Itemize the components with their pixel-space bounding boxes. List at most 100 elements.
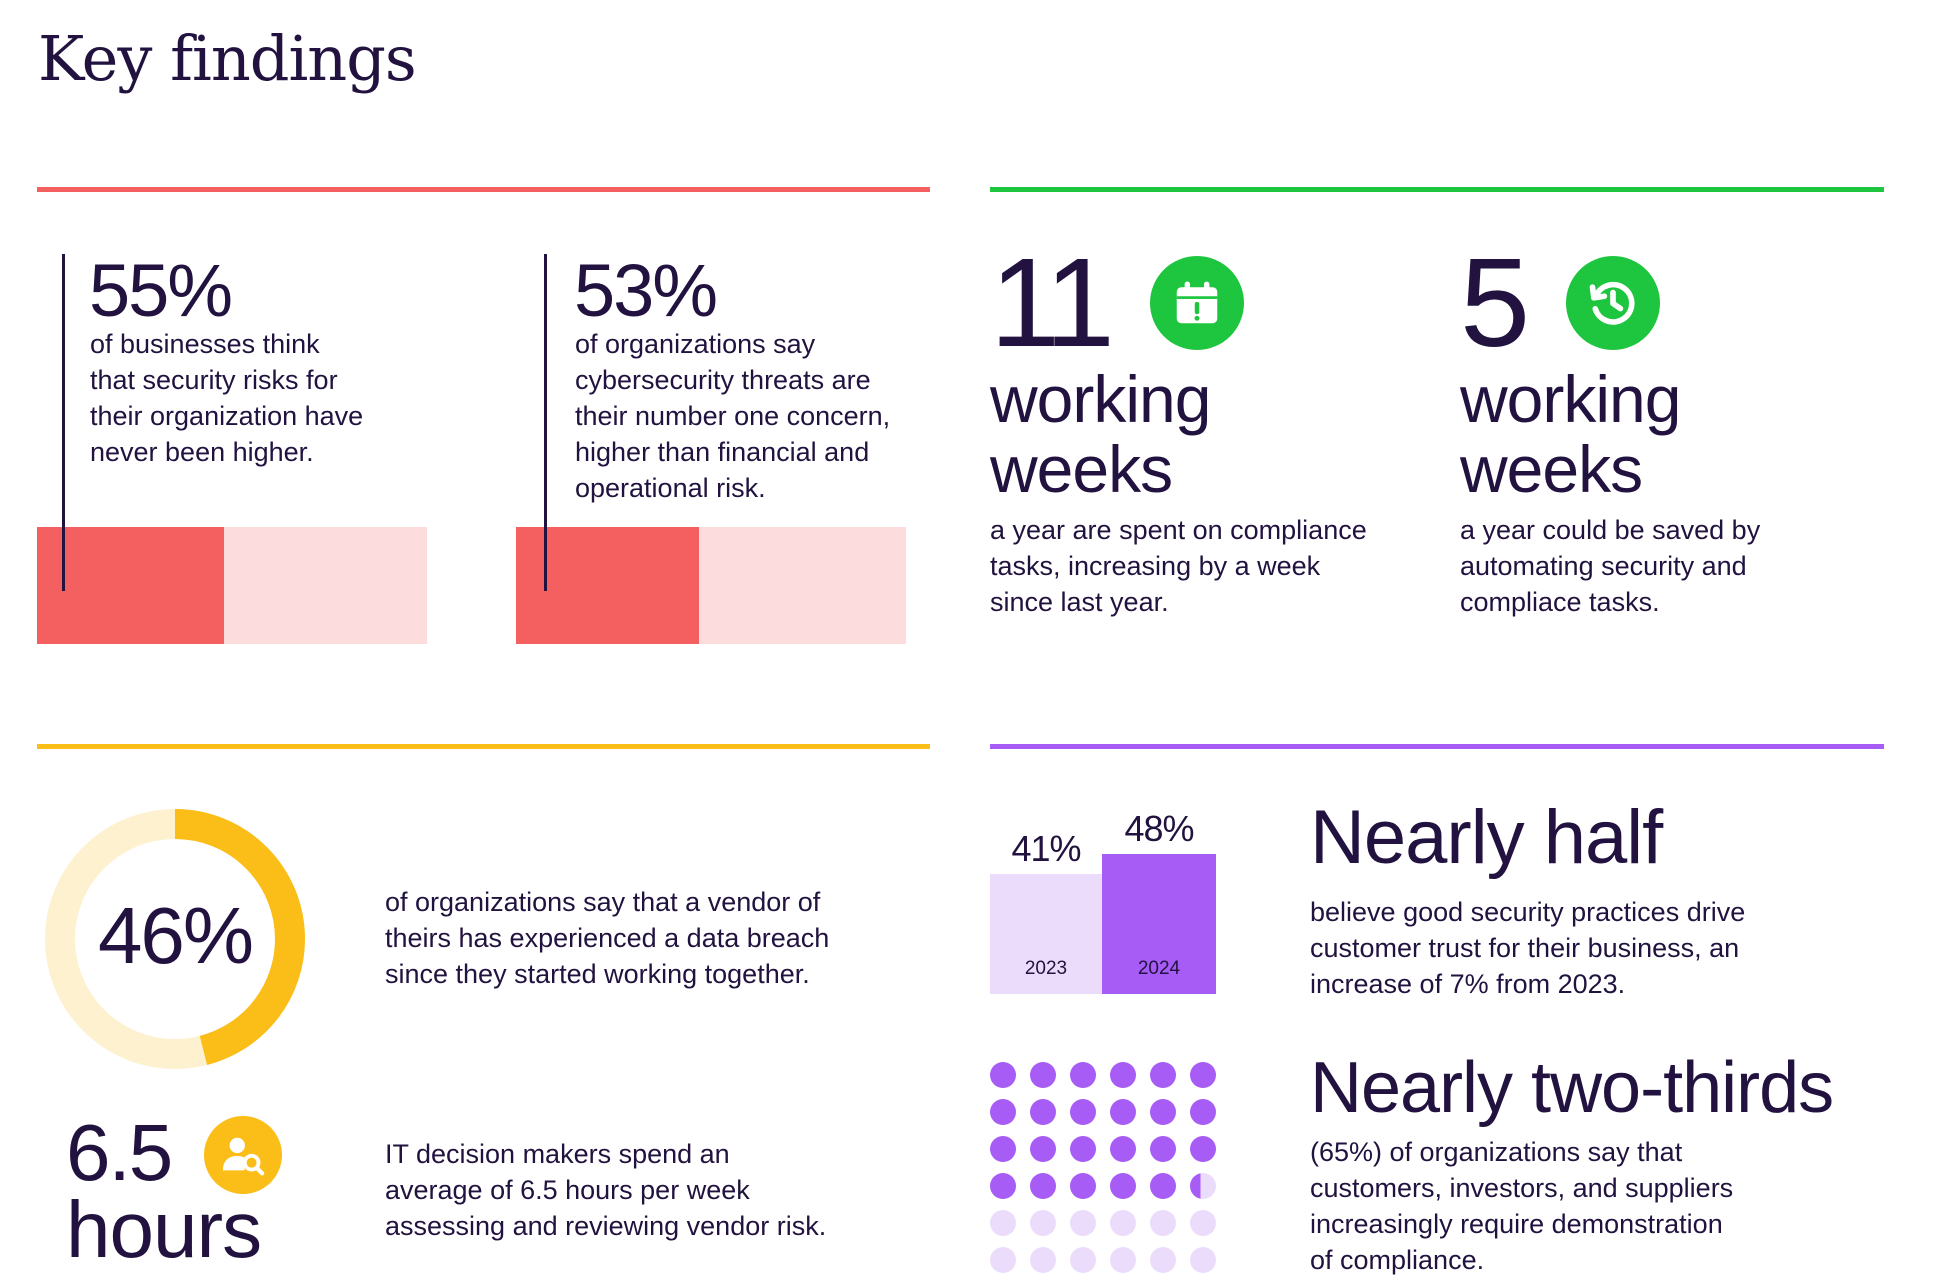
dot [1030, 1247, 1056, 1273]
text-line: of organizations say that a vendor of [385, 887, 821, 917]
user-search-icon [204, 1116, 282, 1194]
dot [1150, 1173, 1176, 1199]
bar-2023 [990, 874, 1102, 994]
two-thirds-dot-grid [990, 1062, 1216, 1274]
dot [1030, 1173, 1056, 1199]
history-clock-icon [1566, 256, 1660, 350]
stat-53-block: 53% of organizations say cybersecurity t… [516, 254, 906, 644]
text-line: increasingly require demonstration [1310, 1209, 1723, 1239]
text-line: automating security and [1460, 551, 1747, 581]
dot [1030, 1210, 1056, 1236]
dot [990, 1173, 1016, 1199]
two-thirds-text: (65%) of organizations say that customer… [1310, 1134, 1733, 1278]
dot [1190, 1173, 1216, 1199]
two-thirds-heading: Nearly two-thirds [1310, 1048, 1834, 1128]
stat-55-block: 55% of businesses think that security ri… [37, 254, 427, 644]
text-line: (65%) of organizations say that [1310, 1137, 1683, 1167]
text-line: compliace tasks. [1460, 587, 1660, 617]
stat-11-value: 11 [990, 232, 1115, 373]
text-line: of organizations say [575, 329, 816, 359]
stat-hours-text: IT decision makers spend an average of 6… [385, 1136, 826, 1244]
nearly-half-heading: Nearly half [1310, 795, 1663, 880]
section-rule-red [37, 187, 930, 192]
dot [1030, 1062, 1056, 1088]
stat-53-value: 53% [574, 249, 718, 332]
dot [990, 1099, 1016, 1125]
dot [1190, 1210, 1216, 1236]
text-line: increase of 7% from 2023. [1310, 969, 1626, 999]
dot [1070, 1173, 1096, 1199]
unit-line: weeks [1460, 432, 1643, 506]
dot [1110, 1210, 1136, 1236]
text-line: theirs has experienced a data breach [385, 923, 830, 953]
stat-11-unit: working weeks [990, 362, 1211, 506]
text-line: average of 6.5 hours per week [385, 1175, 750, 1205]
stat-55-value: 55% [89, 249, 233, 332]
unit-line: weeks [990, 432, 1173, 506]
dot [1110, 1173, 1136, 1199]
dot [1070, 1247, 1096, 1273]
bar-2023-value-label: 41% [1011, 828, 1081, 870]
dot [1150, 1136, 1176, 1162]
text-line: since they started working together. [385, 959, 810, 989]
dot [1150, 1247, 1176, 1273]
page-title: Key findings [38, 22, 417, 95]
stat-5-value: 5 [1460, 232, 1530, 373]
bar-2024 [1102, 854, 1216, 994]
bar-2024-value-label: 48% [1124, 808, 1194, 849]
stat-11-block: 11 working weeks a year are spent on com… [990, 240, 1430, 630]
dot [1030, 1136, 1056, 1162]
text-line: of compliance. [1310, 1245, 1485, 1275]
dot [990, 1247, 1016, 1273]
text-line: that security risks for [90, 365, 338, 395]
text-line: a year could be saved by [1460, 515, 1761, 545]
dot [1070, 1136, 1096, 1162]
stat-hours-value: 6.5 [66, 1108, 173, 1197]
stat-55-bar-fill [37, 527, 224, 644]
dot [990, 1210, 1016, 1236]
unit-line: working [1460, 362, 1681, 436]
section-rule-green [990, 187, 1884, 192]
donut-value-arc [45, 809, 305, 1069]
dot [1070, 1062, 1096, 1088]
bar-2023-category-label: 2023 [1024, 958, 1068, 979]
stat-53-marker-line [544, 254, 547, 591]
text-line: never been higher. [90, 437, 314, 467]
trust-bar-chart: 41% 48% 2023 2024 [990, 800, 1216, 994]
dot [1110, 1247, 1136, 1273]
text-line: believe good security practices drive [1310, 897, 1746, 927]
unit-line: working [990, 362, 1211, 436]
text-line: customers, investors, and suppliers [1310, 1173, 1734, 1203]
dot [1190, 1099, 1216, 1125]
dot [990, 1062, 1016, 1088]
dot [1190, 1247, 1216, 1273]
bar-2024-category-label: 2024 [1137, 958, 1181, 979]
text-line: since last year. [990, 587, 1169, 617]
dot [1110, 1099, 1136, 1125]
text-line: higher than financial and [575, 437, 870, 467]
dot [1150, 1062, 1176, 1088]
text-line: cybersecurity threats are [575, 365, 871, 395]
dot [1070, 1099, 1096, 1125]
text-line: tasks, increasing by a week [990, 551, 1321, 581]
dot [1190, 1136, 1216, 1162]
text-line: their organization have [90, 401, 364, 431]
stat-55-marker-line [62, 254, 65, 591]
section-rule-yellow [37, 744, 930, 749]
stat-5-unit: working weeks [1460, 362, 1681, 506]
stat-46-donut [45, 809, 305, 1069]
text-line: their number one concern, [575, 401, 891, 431]
dot [1150, 1099, 1176, 1125]
stat-46-text: of organizations say that a vendor of th… [385, 884, 829, 992]
section-rule-purple [990, 744, 1884, 749]
calendar-alert-icon [1150, 256, 1244, 350]
dot [1110, 1062, 1136, 1088]
text-line: customer trust for their business, an [1310, 933, 1740, 963]
dot [1030, 1099, 1056, 1125]
stat-53-text: of organizations say cybersecurity threa… [575, 326, 890, 506]
dot [1110, 1136, 1136, 1162]
dot [1190, 1062, 1216, 1088]
stat-hours-unit: hours [66, 1185, 262, 1274]
text-line: assessing and reviewing vendor risk. [385, 1211, 827, 1241]
stat-46-value: 46% [97, 891, 254, 980]
